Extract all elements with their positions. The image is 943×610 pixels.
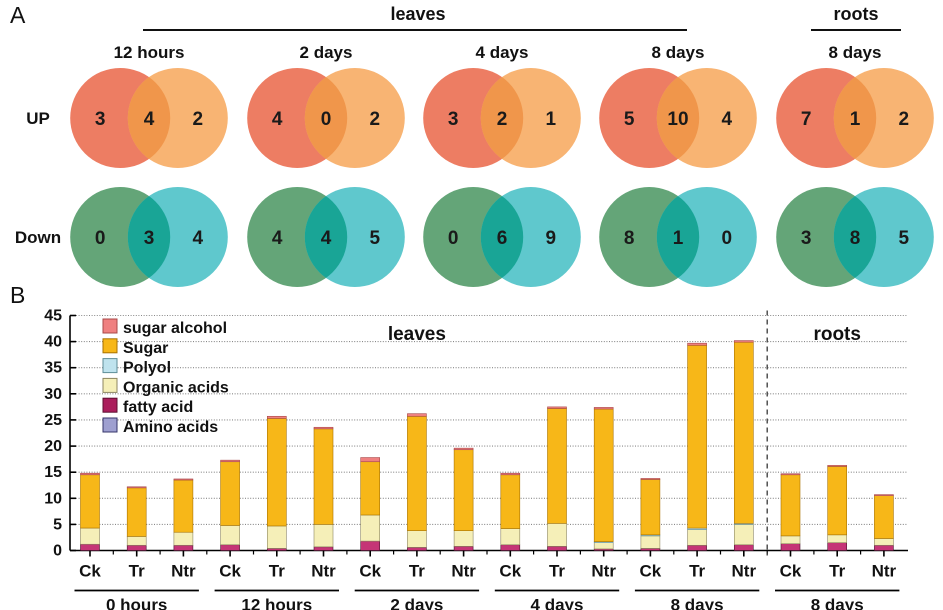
- svg-text:Ntr: Ntr: [732, 562, 757, 581]
- svg-text:4 days: 4 days: [476, 43, 529, 62]
- svg-text:5: 5: [624, 109, 635, 130]
- svg-text:25: 25: [44, 412, 62, 429]
- svg-text:8 days: 8 days: [829, 43, 882, 62]
- svg-text:roots: roots: [813, 324, 861, 345]
- svg-text:2: 2: [370, 109, 381, 130]
- svg-text:0: 0: [722, 228, 733, 249]
- svg-text:15: 15: [44, 464, 62, 481]
- svg-text:5: 5: [370, 228, 381, 249]
- svg-text:3: 3: [448, 109, 459, 130]
- svg-text:Ck: Ck: [79, 562, 101, 581]
- svg-text:4: 4: [193, 228, 204, 249]
- svg-text:Tr: Tr: [409, 562, 425, 581]
- svg-text:8 days: 8 days: [811, 596, 864, 610]
- svg-text:5: 5: [899, 228, 910, 249]
- svg-text:2 days: 2 days: [300, 43, 353, 62]
- svg-text:20: 20: [44, 438, 62, 455]
- svg-text:10: 10: [44, 490, 62, 507]
- svg-text:12 hours: 12 hours: [114, 43, 185, 62]
- svg-text:6: 6: [497, 228, 508, 249]
- svg-text:roots: roots: [834, 4, 879, 24]
- svg-text:Ntr: Ntr: [591, 562, 616, 581]
- svg-text:9: 9: [546, 228, 557, 249]
- svg-text:45: 45: [44, 308, 62, 325]
- svg-text:0: 0: [321, 109, 332, 130]
- svg-text:B: B: [10, 282, 25, 308]
- svg-text:5: 5: [53, 516, 62, 533]
- svg-text:Ck: Ck: [499, 562, 521, 581]
- svg-text:leaves: leaves: [390, 4, 445, 24]
- svg-text:Ck: Ck: [359, 562, 381, 581]
- svg-text:Down: Down: [15, 228, 61, 247]
- svg-text:2: 2: [899, 109, 910, 130]
- svg-text:1: 1: [850, 109, 861, 130]
- svg-text:10: 10: [667, 109, 688, 130]
- svg-text:0: 0: [95, 228, 106, 249]
- svg-text:3: 3: [801, 228, 812, 249]
- svg-text:40: 40: [44, 334, 62, 351]
- svg-text:3: 3: [144, 228, 155, 249]
- svg-text:Tr: Tr: [549, 562, 565, 581]
- svg-text:8 days: 8 days: [671, 596, 724, 610]
- svg-text:Ntr: Ntr: [872, 562, 897, 581]
- svg-text:Tr: Tr: [129, 562, 145, 581]
- svg-text:Tr: Tr: [829, 562, 845, 581]
- svg-text:Amino acids: Amino acids: [123, 419, 218, 436]
- svg-text:4: 4: [321, 228, 332, 249]
- svg-text:Ck: Ck: [780, 562, 802, 581]
- svg-text:Sugar: Sugar: [123, 340, 168, 357]
- svg-text:30: 30: [44, 386, 62, 403]
- svg-text:4: 4: [272, 109, 283, 130]
- svg-text:Polyol: Polyol: [123, 360, 171, 377]
- svg-text:Ntr: Ntr: [171, 562, 196, 581]
- svg-text:0: 0: [53, 543, 62, 560]
- svg-text:Ntr: Ntr: [311, 562, 336, 581]
- svg-text:Tr: Tr: [269, 562, 285, 581]
- svg-text:4 days: 4 days: [531, 596, 584, 610]
- svg-text:12 hours: 12 hours: [241, 596, 312, 610]
- svg-text:8: 8: [624, 228, 635, 249]
- svg-text:8: 8: [850, 228, 861, 249]
- svg-text:4: 4: [144, 109, 155, 130]
- svg-text:0 hours: 0 hours: [106, 596, 167, 610]
- svg-text:0: 0: [448, 228, 459, 249]
- svg-text:Ck: Ck: [640, 562, 662, 581]
- svg-text:4: 4: [722, 109, 733, 130]
- svg-text:1: 1: [673, 228, 684, 249]
- svg-text:Ntr: Ntr: [451, 562, 476, 581]
- svg-text:Organic acids: Organic acids: [123, 379, 229, 396]
- svg-text:Ck: Ck: [219, 562, 241, 581]
- svg-text:1: 1: [546, 109, 557, 130]
- svg-text:35: 35: [44, 360, 62, 377]
- svg-text:leaves: leaves: [388, 324, 446, 345]
- svg-text:3: 3: [95, 109, 106, 130]
- svg-text:8 days: 8 days: [652, 43, 705, 62]
- svg-text:UP: UP: [26, 109, 50, 128]
- svg-text:2: 2: [193, 109, 204, 130]
- svg-text:7: 7: [801, 109, 812, 130]
- svg-text:2: 2: [497, 109, 508, 130]
- svg-text:2 days: 2 days: [390, 596, 443, 610]
- svg-text:Tr: Tr: [689, 562, 705, 581]
- svg-text:A: A: [10, 2, 26, 28]
- svg-text:fatty acid: fatty acid: [123, 399, 193, 416]
- svg-text:sugar alcohol: sugar alcohol: [123, 320, 227, 337]
- svg-text:4: 4: [272, 228, 283, 249]
